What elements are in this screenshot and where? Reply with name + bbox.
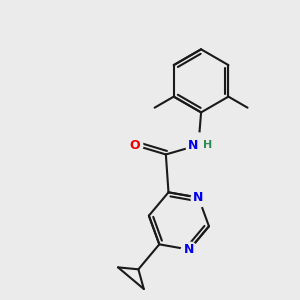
Text: N: N — [184, 243, 194, 256]
Text: H: H — [203, 140, 212, 150]
Text: N: N — [188, 139, 198, 152]
Text: N: N — [193, 191, 204, 204]
Text: O: O — [129, 139, 140, 152]
